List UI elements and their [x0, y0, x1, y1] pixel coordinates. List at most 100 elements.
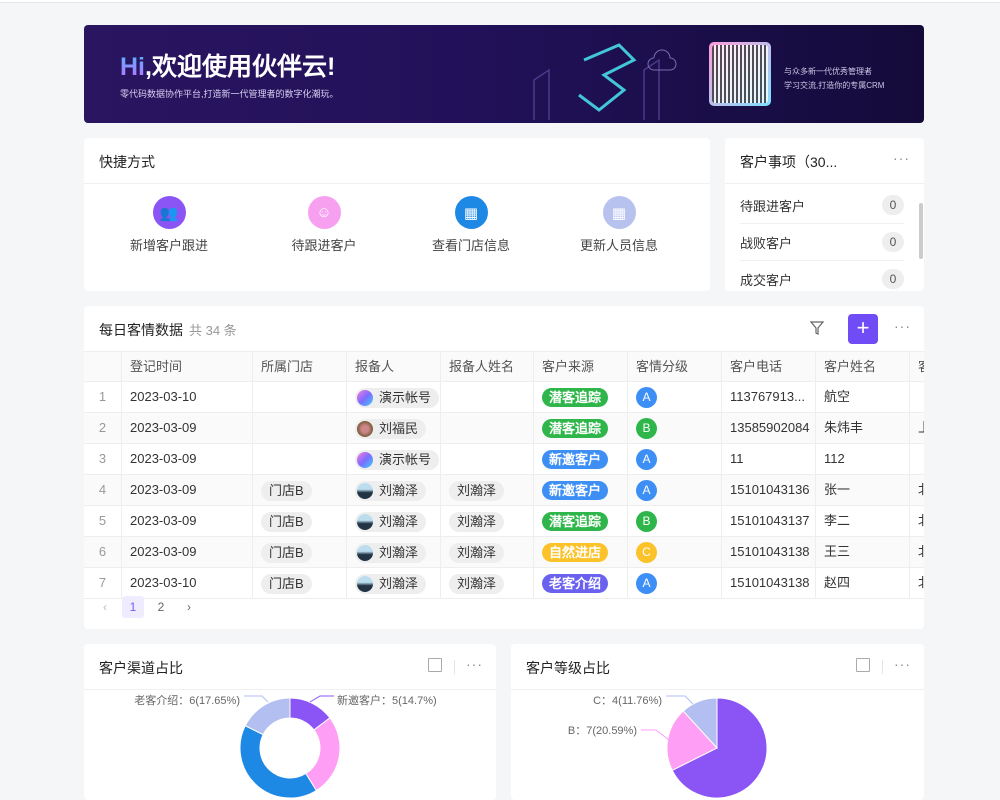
user-chip: 刘瀚泽	[355, 573, 427, 594]
page-button[interactable]: 2	[157, 600, 165, 614]
table-cell: 4	[84, 475, 122, 506]
label-line	[309, 695, 334, 703]
expand-icon[interactable]	[428, 658, 442, 672]
page-button[interactable]: 1	[122, 596, 144, 618]
slice-label: 新邀客户：5(14.7%)	[337, 693, 437, 707]
column-header[interactable]: 报备人	[347, 352, 441, 383]
table-cell: 张一	[816, 475, 910, 506]
quick-action-item[interactable]: ▦ 更新人员信息	[554, 196, 684, 254]
table-cell: 5	[84, 506, 122, 537]
avatar	[357, 513, 373, 530]
name-chip: 刘瀚泽	[449, 573, 505, 594]
quick-action-item[interactable]: ☺ 待跟进客户	[259, 196, 389, 254]
count-badge: 0	[882, 269, 904, 289]
column-header[interactable]: 客户来源	[534, 352, 628, 383]
pie-slice[interactable]	[682, 697, 718, 750]
pie-slice[interactable]	[239, 725, 318, 799]
table-cell: 刘瀚泽	[347, 475, 441, 506]
pie-slice[interactable]	[671, 697, 768, 799]
table-cell	[441, 413, 534, 444]
quick-action-item[interactable]: 👥 新增客户跟进	[104, 196, 234, 254]
column-header[interactable]: 所属门店	[253, 352, 347, 383]
table-cell: 11	[722, 444, 816, 475]
slice-label: 老客介绍：6(17.65%)	[134, 693, 240, 707]
table-cell: 刘瀚泽	[441, 506, 534, 537]
table-row[interactable]: 1 2023-03-10 演示帐号 潜客追踪 A 113767913... 航空	[84, 382, 924, 413]
table-cell: A	[628, 568, 722, 599]
table-cell: 新邀客户	[534, 475, 628, 506]
label-line	[641, 729, 670, 741]
table-cell: 李二	[816, 506, 910, 537]
table-cell: 2	[84, 413, 122, 444]
level-badge: C	[636, 542, 657, 564]
user-chip: 刘瀚泽	[355, 511, 427, 532]
customer-items-title: 客户事项（30...	[740, 154, 838, 170]
table-cell	[253, 382, 347, 413]
column-header[interactable]: 客户电话	[722, 352, 816, 383]
table-cell: 7	[84, 568, 122, 599]
avatar	[357, 544, 373, 561]
table-cell: 刘瀚泽	[347, 537, 441, 568]
column-header[interactable]: 客情分级	[628, 352, 722, 383]
scrollbar[interactable]	[919, 203, 923, 259]
user-chip: 演示帐号	[355, 449, 440, 470]
level-badge: A	[636, 480, 657, 502]
table-row[interactable]: 3 2023-03-09 演示帐号 新邀客户 A 11 112	[84, 444, 924, 475]
add-record-button[interactable]: +	[848, 314, 878, 344]
name-chip: 刘瀚泽	[449, 480, 505, 501]
label-line	[244, 695, 269, 703]
filter-icon[interactable]	[810, 321, 824, 335]
table-cell: 潜客追踪	[534, 413, 628, 444]
avatar	[357, 420, 373, 437]
customer-item-row[interactable]: 待跟进客户 0	[740, 187, 904, 224]
table-cell: 15101043138	[722, 568, 816, 599]
customer-item-row[interactable]: 战败客户 0	[740, 224, 904, 261]
table-cell: 北	[910, 568, 924, 599]
column-header[interactable]	[84, 352, 122, 383]
expand-icon[interactable]	[856, 658, 870, 672]
table-cell	[441, 382, 534, 413]
table-cell: 朱炜丰	[816, 413, 910, 444]
store-chip: 门店B	[261, 542, 312, 563]
table-cell: 北	[910, 537, 924, 568]
qr-caption: 与众多新一代优秀管理者 学习交流,打造你的专属CRM	[784, 67, 885, 90]
source-tag: 潜客追踪	[542, 512, 609, 532]
name-chip: 刘瀚泽	[449, 542, 505, 563]
more-icon[interactable]: ···	[894, 656, 911, 672]
source-tag: 潜客追踪	[542, 419, 609, 439]
more-icon[interactable]: ···	[893, 150, 910, 166]
next-page-button[interactable]: ›	[187, 600, 191, 614]
table-cell	[910, 444, 924, 475]
pie-slice[interactable]	[244, 697, 291, 736]
column-header[interactable]: 客户姓名	[816, 352, 910, 383]
table-cell: 6	[84, 537, 122, 568]
table-cell: 113767913...	[722, 382, 816, 413]
welcome-banner: Hi,欢迎使用伙伴云! 零代码数据协作平台,打造新一代管理者的数字化潮玩。 与众…	[84, 25, 924, 123]
table-cell: 112	[816, 444, 910, 475]
column-header[interactable]: 报备人姓名	[441, 352, 534, 383]
prev-page-button[interactable]: ‹	[103, 600, 107, 614]
customer-item-row[interactable]: 成交客户 0	[740, 261, 904, 291]
level-badge: A	[636, 449, 657, 471]
user-chip: 刘福民	[355, 418, 427, 439]
top-bar	[0, 0, 1000, 3]
quick-action-item[interactable]: ▦ 查看门店信息	[406, 196, 536, 254]
column-header[interactable]: 登记时间	[122, 352, 253, 383]
more-icon[interactable]: ···	[466, 656, 483, 672]
level-badge: B	[636, 511, 657, 533]
add-user-icon: 👥	[152, 196, 186, 229]
table-cell: 刘福民	[347, 413, 441, 444]
pie-slice[interactable]	[305, 717, 341, 792]
table-cell: 自然进店	[534, 537, 628, 568]
table-cell: 上	[910, 413, 924, 444]
table-cell: B	[628, 413, 722, 444]
more-icon[interactable]: ···	[894, 318, 911, 334]
user-icon: ☺	[307, 196, 341, 229]
column-header[interactable]: 客	[910, 352, 924, 383]
